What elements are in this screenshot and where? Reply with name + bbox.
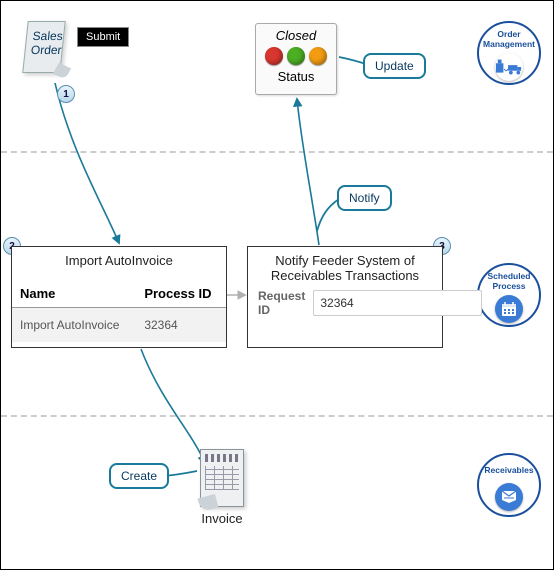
invoice-label: Invoice [197,511,247,526]
notify-feeder-panel: Notify Feeder System of Receivables Tran… [247,246,443,348]
callout-notify: Notify [337,185,392,211]
notify-title-l1: Notify Feeder System of [275,253,414,268]
import-cell-name: Import AutoInvoice [12,308,136,343]
table-row: Import AutoInvoice 32364 [12,308,226,343]
calendar-icon [495,295,523,323]
callout-update: Update [363,53,426,79]
lane-rc-l1: Receivables [484,465,533,475]
status-label: Status [256,69,336,84]
import-table: Name Process ID Import AutoInvoice 32364 [12,280,226,342]
status-title: Closed [256,28,336,43]
request-id-row: Request ID [248,289,442,317]
request-id-label: Request ID [258,289,305,317]
swimlane-divider [1,415,553,417]
swimlane-divider [1,151,553,153]
lane-om-l1: Order [497,29,520,39]
callout-create: Create [109,463,169,489]
import-cell-pid: 32364 [136,308,226,343]
request-id-input[interactable] [313,290,482,316]
status-light-green [287,47,305,65]
lane-om-l2: Management [483,39,535,49]
order-mgmt-icon [495,53,523,81]
receivables-icon [495,483,523,511]
lane-scheduled-process: Scheduled Process [477,263,541,327]
lane-order-management: Order Management [477,21,541,85]
submit-button[interactable]: Submit [77,27,129,47]
diagram-canvas: Sales Order Submit Closed Status 1 2 3 4… [0,0,554,570]
status-card: Closed Status [255,23,337,95]
step-badge-1: 1 [57,85,75,103]
invoice-doc: Invoice [197,449,247,525]
lane-receivables: Receivables [477,453,541,517]
import-panel-title: Import AutoInvoice [12,247,226,280]
import-autoinvoice-panel: Import AutoInvoice Name Process ID Impor… [11,246,227,348]
status-lights [256,47,336,65]
lane-sp-l1: Scheduled [488,271,531,281]
lane-sp-l2: Process [492,281,525,291]
import-col-pid: Process ID [136,280,226,308]
notify-panel-title: Notify Feeder System of Receivables Tran… [248,247,442,289]
status-light-red [265,47,283,65]
sales-order-doc: Sales Order [25,21,71,81]
import-col-name: Name [12,280,136,308]
notify-title-l2: Receivables Transactions [271,268,419,283]
status-light-amber [309,47,327,65]
sales-order-text2: Order [30,43,62,57]
sales-order-text1: Sales [32,29,64,43]
